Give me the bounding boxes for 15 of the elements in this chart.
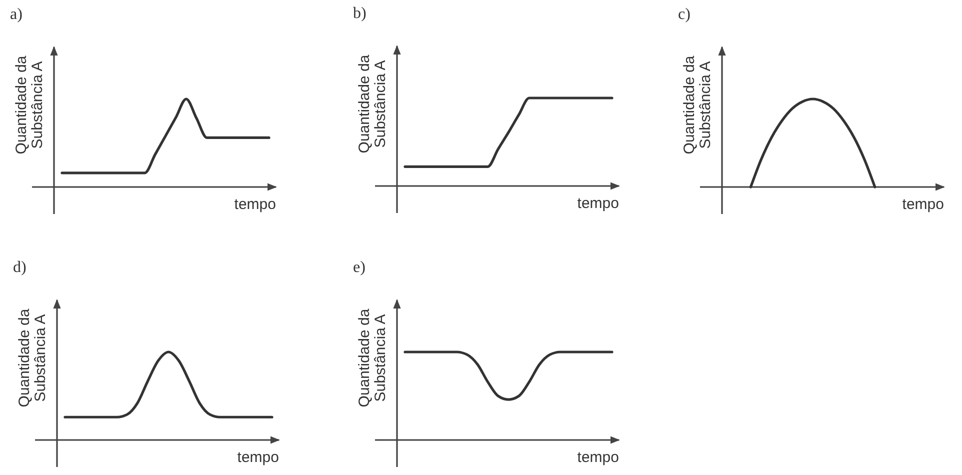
x-axis-title: tempo <box>577 195 619 212</box>
x-axis-title: tempo <box>237 449 279 466</box>
y-axis-title: Quantidade da Substância A <box>356 308 389 408</box>
chart-title: c) <box>678 6 690 23</box>
x-axis-title: tempo <box>577 449 619 466</box>
chart-title: b) <box>353 5 366 22</box>
x-axis-title: tempo <box>902 196 944 213</box>
chart-title: e) <box>353 259 366 276</box>
y-axis-title: Quantidade da Substância A <box>13 55 46 154</box>
y-axis-title: Quantidade da Substância A <box>16 308 49 408</box>
y-axis-title: Quantidade da Substância A <box>681 55 714 154</box>
chart-title: a) <box>10 6 22 23</box>
chart-title: d) <box>13 259 26 276</box>
y-axis-title: Quantidade da Substância A <box>356 54 389 154</box>
x-axis-title: tempo <box>234 196 276 213</box>
